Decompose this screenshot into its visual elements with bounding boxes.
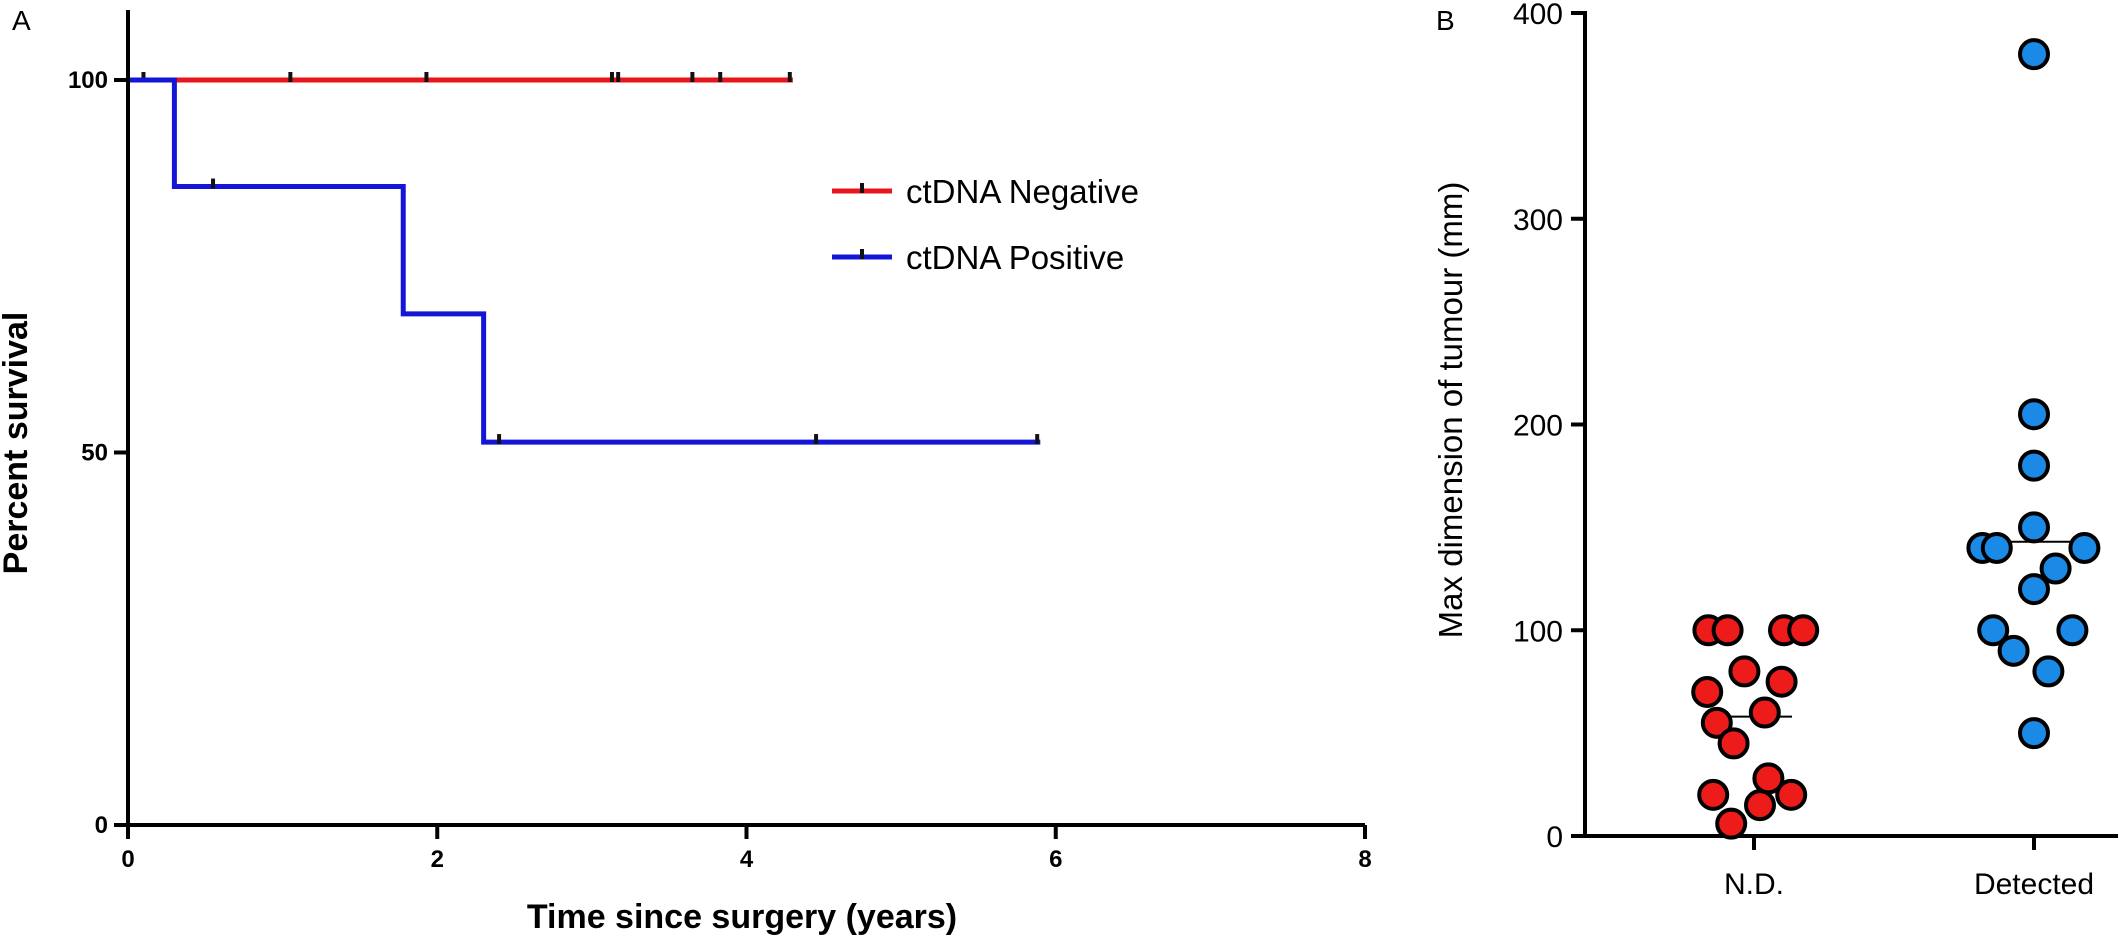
panel-b-letter: B	[1436, 5, 1455, 36]
legend-label: ctDNA Negative	[906, 173, 1139, 210]
y-tick-label-b: 100	[1513, 615, 1563, 648]
data-point-detected	[2018, 511, 2050, 544]
panel-b-axes: 0 100 200 300 400 N.D. Detected	[1513, 0, 2118, 901]
data-point-detected	[2018, 398, 2050, 431]
x-axis-title: Time since surgery (years)	[527, 898, 957, 936]
x-tick-label: 4	[740, 846, 754, 873]
data-point-detected	[2032, 655, 2065, 688]
y-tick-label-b: 400	[1513, 0, 1563, 31]
y-axis-title: Percent survival	[0, 312, 35, 575]
x-tick-label: 0	[121, 846, 134, 873]
legend: ctDNA Negative ctDNA Positive	[832, 173, 1139, 276]
data-point-detected	[2039, 552, 2072, 585]
panel-b-dot-plot: B 0 100 200 300 400 N.D. Detected Max dimensio…	[1432, 0, 2118, 901]
data-point-detected	[1980, 531, 2013, 564]
data-point-nd	[1765, 665, 1798, 698]
data-point-nd	[1744, 789, 1776, 822]
survival-series-group	[128, 72, 1041, 445]
x-tick-label: 8	[1358, 846, 1371, 873]
y-tick-label-b: 300	[1513, 204, 1563, 237]
y-tick-label-b: 200	[1513, 410, 1563, 443]
data-point-nd	[1711, 614, 1744, 647]
data-point-nd	[1775, 778, 1808, 811]
dot-points	[1691, 38, 2101, 840]
data-point-detected	[2018, 449, 2050, 482]
data-point-nd	[1787, 614, 1820, 647]
data-point-nd	[1715, 807, 1748, 840]
data-point-detected	[2068, 531, 2101, 564]
y-tick-label: 50	[81, 440, 108, 467]
panel-a-letter: A	[12, 5, 31, 36]
y-tick-label: 100	[68, 67, 108, 94]
category-label: N.D.	[1724, 868, 1784, 901]
y-axis-title-b: Max dimension of tumour (mm)	[1432, 182, 1469, 639]
x-tick-label: 2	[431, 846, 444, 873]
data-point-nd	[1691, 675, 1724, 708]
legend-label: ctDNA Positive	[906, 239, 1124, 276]
y-tick-label: 0	[95, 812, 108, 839]
data-point-nd	[1748, 696, 1781, 729]
data-point-nd	[1717, 727, 1750, 760]
data-point-detected	[1997, 634, 2030, 667]
data-point-detected	[2056, 614, 2089, 647]
data-point-detected	[2018, 573, 2050, 606]
data-point-detected	[2018, 717, 2050, 750]
data-point-nd	[1728, 655, 1761, 688]
panel-a-axes: 0 50 100 0 2 4 6 8	[68, 10, 1372, 873]
data-point-detected	[2018, 38, 2050, 71]
x-tick-label: 6	[1049, 846, 1062, 873]
category-label: Detected	[1974, 868, 2094, 901]
survival-line-positive	[128, 77, 1041, 445]
data-point-nd	[1700, 706, 1733, 739]
data-point-nd	[1697, 778, 1730, 811]
data-point-detected	[1977, 614, 2010, 647]
y-tick-label-b: 0	[1546, 821, 1563, 854]
panel-a-survival-chart: A 0 50 100 0 2 4 6 8 Time since surgery (years)…	[0, 5, 1372, 936]
